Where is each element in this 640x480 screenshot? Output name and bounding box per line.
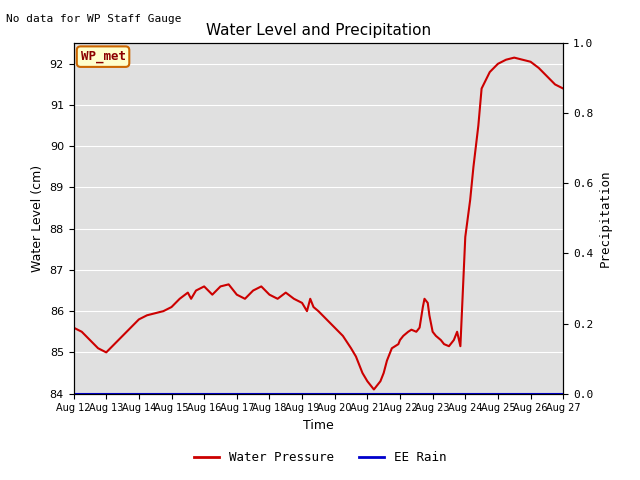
Y-axis label: Precipitation: Precipitation — [599, 169, 612, 267]
X-axis label: Time: Time — [303, 419, 334, 432]
Y-axis label: Water Level (cm): Water Level (cm) — [31, 165, 44, 272]
Title: Water Level and Precipitation: Water Level and Precipitation — [206, 23, 431, 38]
Text: No data for WP Staff Gauge: No data for WP Staff Gauge — [6, 14, 182, 24]
Text: WP_met: WP_met — [81, 50, 125, 63]
Legend: Water Pressure, EE Rain: Water Pressure, EE Rain — [189, 446, 451, 469]
